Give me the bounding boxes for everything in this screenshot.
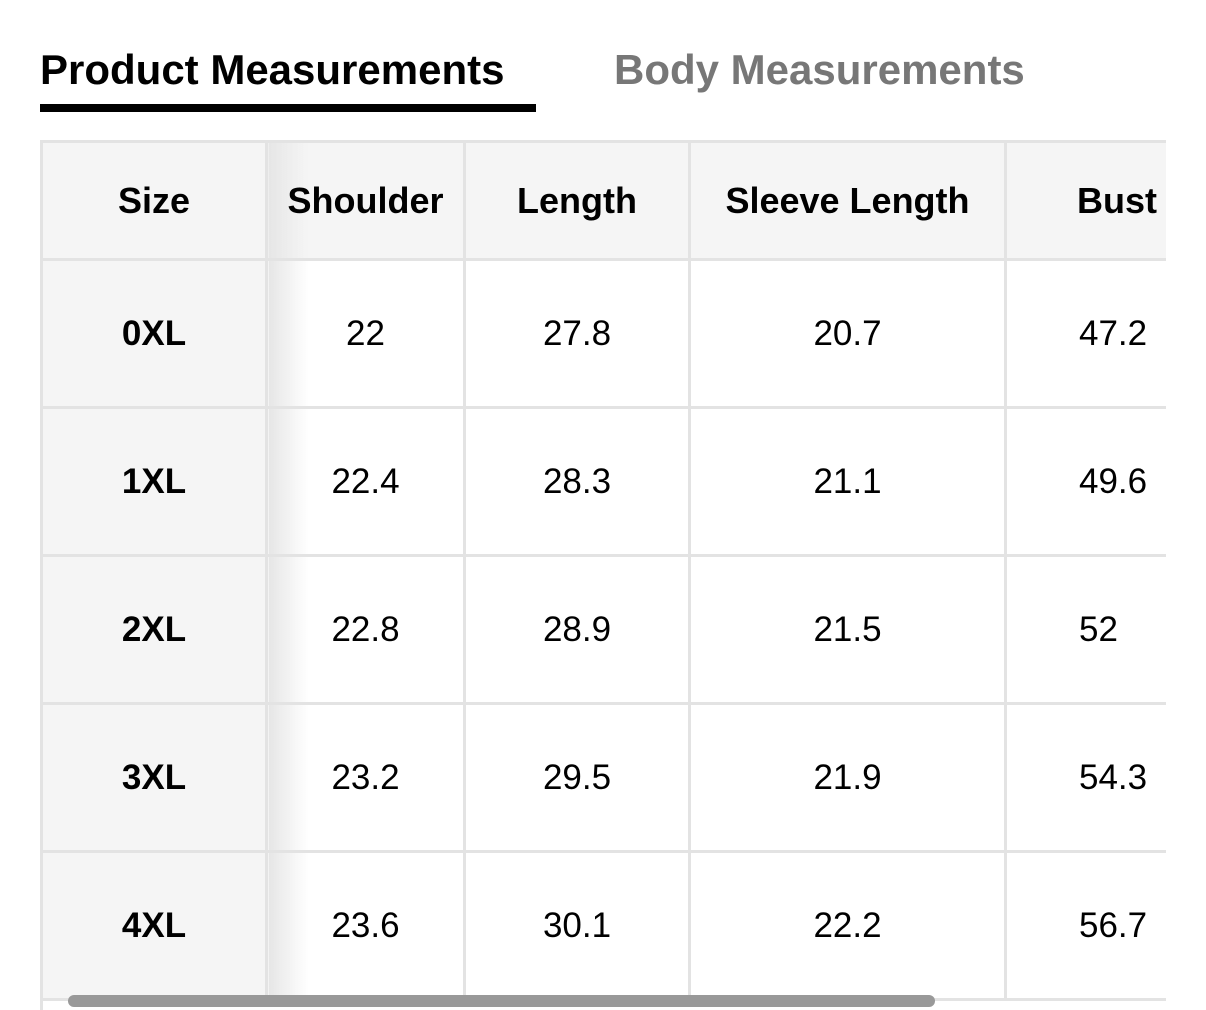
cell-bust: 54.3 (1004, 702, 1166, 853)
cell-sleeve-length: 21.1 (688, 406, 1007, 557)
header-length: Length (463, 143, 691, 261)
cell-size: 1XL (43, 406, 268, 557)
cell-length: 30.1 (463, 850, 691, 1001)
cell-size: 3XL (43, 702, 268, 853)
cell-size: 0XL (43, 258, 268, 409)
cell-sleeve-length: 20.7 (688, 258, 1007, 409)
cell-sleeve-length: 21.9 (688, 702, 1007, 853)
cell-length: 29.5 (463, 702, 691, 853)
header-shoulder: Shoulder (265, 143, 466, 261)
tab-product-measurements[interactable]: Product Measurements (40, 46, 505, 93)
header-sleeve-length: Sleeve Length (688, 143, 1007, 261)
cell-bust: 56.7 (1004, 850, 1166, 1001)
table-row: 4XL 23.6 30.1 22.2 56.7 (43, 850, 1166, 1001)
cell-shoulder: 22 (265, 258, 466, 409)
cell-bust: 47.2 (1004, 258, 1166, 409)
horizontal-scrollbar[interactable] (68, 995, 935, 1007)
header-bust: Bust (1004, 143, 1166, 261)
cell-length: 27.8 (463, 258, 691, 409)
table-row: 2XL 22.8 28.9 21.5 52 (43, 554, 1166, 705)
size-table-scroll-container[interactable]: Size Shoulder Length Sleeve Length Bust … (40, 140, 1166, 1010)
cell-shoulder: 23.6 (265, 850, 466, 1001)
cell-bust: 49.6 (1004, 406, 1166, 557)
table-row: 1XL 22.4 28.3 21.1 49.6 (43, 406, 1166, 557)
size-table: Size Shoulder Length Sleeve Length Bust … (43, 143, 1166, 1001)
header-size: Size (43, 143, 268, 261)
cell-shoulder: 22.8 (265, 554, 466, 705)
cell-shoulder: 23.2 (265, 702, 466, 853)
tab-body-measurements[interactable]: Body Measurements (614, 46, 1025, 93)
active-tab-indicator (40, 104, 536, 112)
cell-sleeve-length: 22.2 (688, 850, 1007, 1001)
table-header-row: Size Shoulder Length Sleeve Length Bust (43, 143, 1166, 261)
cell-length: 28.9 (463, 554, 691, 705)
cell-size: 2XL (43, 554, 268, 705)
cell-size: 4XL (43, 850, 268, 1001)
cell-shoulder: 22.4 (265, 406, 466, 557)
cell-bust: 52 (1004, 554, 1166, 705)
cell-length: 28.3 (463, 406, 691, 557)
table-row: 3XL 23.2 29.5 21.9 54.3 (43, 702, 1166, 853)
table-row: 0XL 22 27.8 20.7 47.2 (43, 258, 1166, 409)
cell-sleeve-length: 21.5 (688, 554, 1007, 705)
